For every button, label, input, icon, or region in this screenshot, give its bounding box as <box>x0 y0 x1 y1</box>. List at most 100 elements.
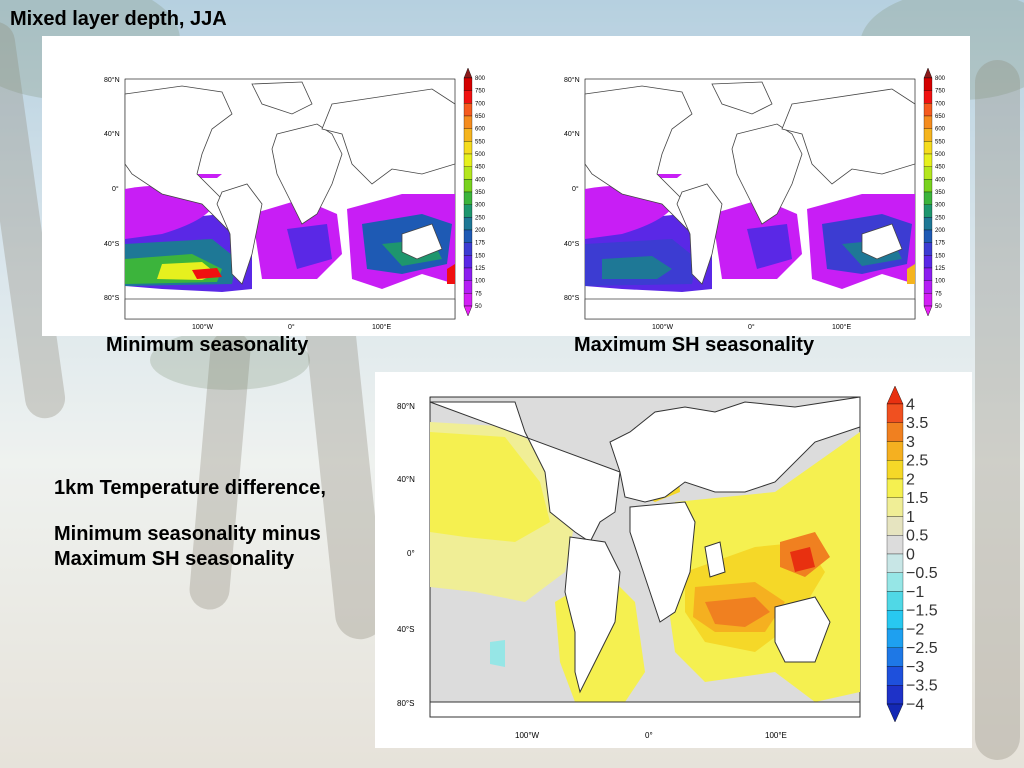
lat-label: 40°S <box>564 240 580 248</box>
continent-outlines <box>584 81 916 320</box>
colorbar-label: 750 <box>475 89 486 95</box>
colorbar-swatch <box>886 403 904 423</box>
colorbar-left: 800 750 700 650 600 550 500 450 400 350 300 250 200 1… <box>463 67 486 317</box>
caption-minimum-seasonality: Minimum seasonality <box>106 334 309 356</box>
colorbar-label: 0.5 <box>906 528 928 545</box>
colorbar-label: 600 <box>935 127 946 133</box>
lat-label: 40°N <box>397 475 415 484</box>
lat-label: 40°N <box>104 130 120 138</box>
colorbar-swatch <box>923 217 933 231</box>
colorbar-swatch <box>886 535 904 555</box>
colorbar-label: 700 <box>475 101 486 107</box>
colorbar-bottom-triangle <box>923 305 933 317</box>
colorbar-swatch <box>463 191 473 205</box>
colorbar-right: 800 750 700 650 600 550 500 450 400 350 300 250 200 1… <box>923 67 946 317</box>
lon-label: 100°E <box>832 323 851 331</box>
colorbar-swatch <box>463 204 473 218</box>
colorbar-swatch <box>886 516 904 536</box>
colorbar-label: 550 <box>935 139 946 145</box>
map-maximum-sh-seasonality: 80°N 40°N 0° 40°S 80°S 100°W 0° 100°E <box>564 76 916 331</box>
colorbar-swatch <box>886 666 904 686</box>
colorbar-label: 650 <box>475 114 486 120</box>
colorbar-swatch <box>463 293 473 307</box>
colorbar-label: 800 <box>475 76 486 82</box>
colorbar-swatch <box>463 77 473 91</box>
colorbar-swatch <box>923 128 933 142</box>
colorbar-label: −1.5 <box>906 603 938 620</box>
colorbar-label: 1 <box>906 509 915 526</box>
colorbar-label: 175 <box>475 241 486 247</box>
colorbar-label: −2 <box>906 621 924 638</box>
lon-label: 100°W <box>515 731 540 740</box>
colorbar-swatch <box>923 77 933 91</box>
lat-label: 80°S <box>564 294 580 302</box>
bottom-figure-panel: 80°N 40°N 0° 40°S 80°S 100°W 0° 100°E 4 3… <box>375 372 972 748</box>
colorbar-label: 200 <box>475 228 486 234</box>
colorbar-swatch <box>463 90 473 104</box>
lat-label: 80°S <box>397 699 414 708</box>
colorbar-swatch <box>886 647 904 667</box>
lon-label: 0° <box>645 731 653 740</box>
colorbar-label: 650 <box>935 114 946 120</box>
colorbar-label: 150 <box>475 253 486 259</box>
colorbar-label: 175 <box>935 241 946 247</box>
colorbar-swatch <box>463 153 473 167</box>
colorbar-label: 800 <box>935 76 946 82</box>
lon-label: 100°E <box>372 323 391 331</box>
colorbar-label: 150 <box>935 253 946 259</box>
colorbar-swatch <box>923 204 933 218</box>
colorbar-swatch <box>923 293 933 307</box>
colorbar-swatch <box>463 179 473 193</box>
lon-label: 100°W <box>652 323 673 331</box>
colorbar-label: 50 <box>935 304 942 310</box>
lon-label: 0° <box>288 323 295 331</box>
colorbar-label: 0 <box>906 546 915 563</box>
colorbar-label: −3 <box>906 659 924 676</box>
lat-label: 40°S <box>397 625 414 634</box>
colorbar-swatch <box>923 153 933 167</box>
colorbar-swatch <box>463 242 473 256</box>
difference-title-line1: 1km Temperature difference, <box>54 477 326 499</box>
colorbar-label: 75 <box>935 291 942 297</box>
colorbar-swatch <box>886 610 904 630</box>
top-figure-panel: 80°N 40°N 0° 40°S 80°S 100°W 0° 100°E 80… <box>42 36 970 336</box>
difference-subtitle: Minimum seasonality minus Maximum SH sea… <box>54 522 321 572</box>
colorbar-swatch <box>886 478 904 498</box>
colorbar-swatch <box>923 255 933 269</box>
colorbar-swatch <box>923 179 933 193</box>
colorbar-label: 50 <box>475 304 482 310</box>
colorbar-swatch <box>923 242 933 256</box>
colorbar-label: 300 <box>935 203 946 209</box>
colorbar-label: 450 <box>475 165 486 171</box>
colorbar-swatch <box>463 141 473 155</box>
colorbar-swatch <box>463 103 473 117</box>
colorbar-label: −3.5 <box>906 678 938 695</box>
colorbar-swatch <box>463 128 473 142</box>
caption-maximum-sh-seasonality: Maximum SH seasonality <box>574 334 815 356</box>
colorbar-label: 100 <box>935 279 946 285</box>
colorbar-label: 75 <box>475 291 482 297</box>
colorbar-difference: 4 3.5 3 2.52 1.5 1 0.50 −0.5 −1 −1.5−2 −2.5 −3 −3.5−… <box>886 385 938 723</box>
colorbar-swatch <box>886 628 904 648</box>
continent-outlines <box>124 81 456 320</box>
lon-label: 100°E <box>765 731 787 740</box>
colorbar-swatch <box>886 460 904 480</box>
colorbar-swatch <box>886 497 904 517</box>
colorbar-label: −0.5 <box>906 565 938 582</box>
colorbar-label: 500 <box>475 152 486 158</box>
colorbar-label: 1.5 <box>906 490 928 507</box>
colorbar-label: 450 <box>935 165 946 171</box>
colorbar-label: −4 <box>906 696 924 713</box>
colorbar-swatch <box>886 591 904 611</box>
colorbar-bottom-triangle <box>886 703 904 723</box>
lat-label: 80°N <box>104 76 120 84</box>
colorbar-label: 300 <box>475 203 486 209</box>
difference-subtitle-line2: Minimum seasonality minus <box>54 523 321 545</box>
colorbar-swatch <box>923 90 933 104</box>
colorbar-label: 700 <box>935 101 946 107</box>
lon-label: 100°W <box>192 323 213 331</box>
colorbar-label: 500 <box>935 152 946 158</box>
lat-label: 80°N <box>564 76 580 84</box>
colorbar-swatch <box>463 267 473 281</box>
colorbar-label: −1 <box>906 584 924 601</box>
